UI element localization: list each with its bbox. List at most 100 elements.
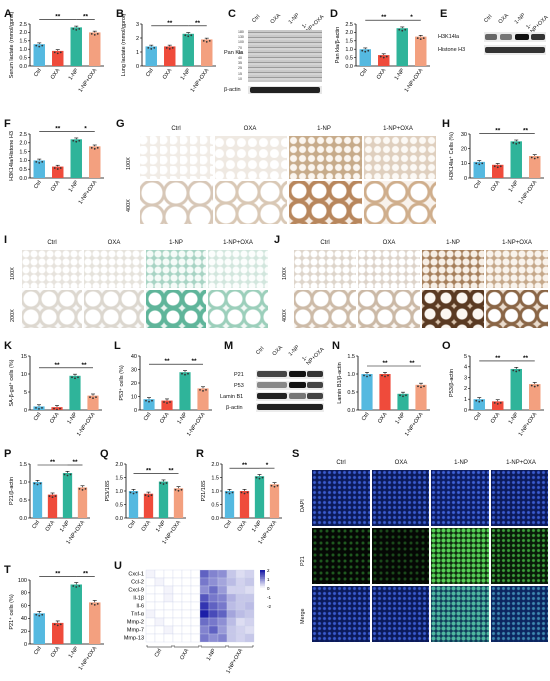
- color-scale-label: 2: [267, 568, 270, 573]
- heatmap-u: Cxcl-1 Ccl-2 Cxcl-9 Il-1β Il-6 Tnf-α Mmp-2 Mmp-…: [124, 568, 272, 675]
- color-scale-label: 1: [267, 577, 270, 582]
- data-point: [35, 44, 38, 47]
- heatmap-cell: [217, 625, 228, 635]
- heatmap-cell: [208, 617, 219, 627]
- bar: [52, 50, 64, 66]
- micrograph: [490, 470, 548, 526]
- significance-label: **: [50, 459, 56, 466]
- heatmap-cell: [235, 633, 246, 643]
- bar: [473, 161, 485, 178]
- heatmap-cell: [145, 617, 156, 627]
- data-point: [382, 56, 385, 59]
- bar: [32, 482, 43, 518]
- data-point: [187, 372, 189, 375]
- y-tick-label: 20: [461, 146, 467, 152]
- panel-s: S Ctrl OXA 1-NP 1-NP+OXA DAPI P21 Merge: [290, 448, 550, 644]
- x-tick-label: 1-NP+OXA: [190, 67, 211, 93]
- heatmap-cell: [208, 577, 219, 587]
- heatmap-cell: [244, 577, 255, 587]
- significance-label: **: [54, 362, 60, 369]
- micrograph: [22, 250, 82, 288]
- blot-row-label: β-actin: [226, 405, 243, 411]
- micrograph: [431, 586, 489, 642]
- data-point: [144, 494, 147, 497]
- panel-label: L: [114, 340, 121, 352]
- y-tick-label: 2.0: [115, 462, 123, 468]
- micrograph: [289, 181, 362, 224]
- data-point: [361, 49, 364, 52]
- kda-label: 180: [238, 30, 244, 34]
- y-tick-label: 1.5: [211, 475, 219, 481]
- data-point: [261, 476, 264, 479]
- col-label: 1-NP: [454, 460, 468, 466]
- bar: [473, 399, 485, 410]
- heatmap-cell: [181, 593, 192, 603]
- col-label: 1-NP: [317, 126, 331, 132]
- data-point: [145, 399, 147, 402]
- y-tick-label: 30: [461, 132, 467, 138]
- data-point: [39, 482, 42, 485]
- heatmap-cell: [181, 625, 192, 635]
- x-tick-label: OXA: [376, 67, 388, 80]
- heatmap-cell: [172, 585, 183, 595]
- micrograph: [22, 290, 82, 328]
- y-tick-label: 2.5: [19, 22, 27, 28]
- color-scale-step: [260, 600, 265, 603]
- y-tick-label: 1.0: [19, 47, 27, 53]
- heatmap-cell: [226, 577, 237, 587]
- heatmap-group-label: Ctrl: [154, 648, 163, 658]
- data-point: [499, 401, 502, 404]
- data-point: [499, 165, 502, 168]
- heatmap-cell: [181, 585, 192, 595]
- heatmap-row-label: Cxcl-1: [128, 572, 144, 578]
- y-axis-label: P21/18S: [201, 480, 207, 501]
- data-point: [53, 407, 55, 410]
- panel-h: H 0 10 20 30 H3K14la⁺ Cells (%) Ctrl OXA 1-NP 1-…: [440, 118, 550, 208]
- data-point: [481, 399, 484, 402]
- panel-m: M Ctrl OXA 1-NP 1-NP+OXA P21 P53 Lamin B…: [220, 340, 326, 440]
- heatmap-cell: [181, 569, 192, 579]
- micrograph: [214, 181, 287, 224]
- heatmap-cell: [217, 633, 228, 643]
- panel-g: G Ctrl OXA 1-NP 1-NP+OXA 100X 400X: [112, 118, 438, 228]
- significance-label: **: [495, 127, 501, 134]
- data-point: [420, 386, 422, 389]
- row-label: P21: [300, 556, 306, 566]
- heatmap-cell: [145, 625, 156, 635]
- data-point: [78, 488, 81, 490]
- y-tick-label: 80: [21, 591, 27, 597]
- significance-label: **: [242, 462, 248, 469]
- data-point: [276, 484, 279, 487]
- micrograph: [431, 470, 489, 526]
- data-point: [493, 165, 496, 168]
- data-point: [243, 492, 246, 495]
- heatmap-cell: [226, 609, 237, 619]
- x-tick-label: 1-NP: [394, 67, 406, 81]
- bar: [239, 491, 250, 518]
- bar: [33, 44, 45, 66]
- micrograph: [490, 528, 548, 584]
- y-tick-label: 4: [464, 365, 467, 371]
- data-point: [53, 51, 56, 54]
- y-tick-label: 2.0: [345, 30, 353, 36]
- data-point: [74, 377, 76, 380]
- y-axis-label: P53⁺ cells (%): [118, 365, 125, 400]
- data-point: [405, 394, 407, 397]
- data-point: [171, 47, 174, 49]
- heatmap-cell: [190, 609, 201, 619]
- col-label: Ctrl: [47, 240, 57, 246]
- bar: [378, 55, 390, 66]
- actin-blot-m: [256, 403, 324, 412]
- micrograph: [289, 136, 362, 179]
- y-tick-label: 3: [464, 375, 467, 381]
- y-tick-label: 10: [461, 161, 467, 167]
- heatmap-cell: [235, 577, 246, 587]
- heatmap-cell: [208, 593, 219, 603]
- actin-blot-c: [248, 86, 322, 94]
- heatmap-cell: [154, 601, 165, 611]
- data-point: [422, 37, 425, 39]
- data-point: [208, 40, 211, 42]
- data-point: [41, 44, 44, 47]
- color-scale-step: [260, 591, 265, 594]
- x-tick-label: 1-NP+OXA: [76, 411, 97, 437]
